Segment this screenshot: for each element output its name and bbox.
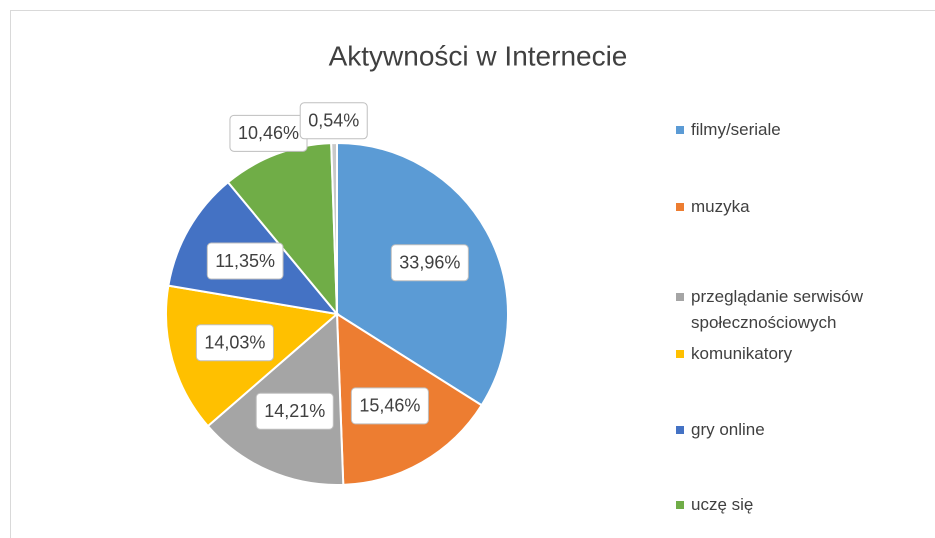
legend-swatch [676,293,684,301]
legend-swatch [676,126,684,134]
data-label-box [350,387,429,425]
data-label: 11,35% [215,251,275,271]
legend-item: filmy/seriale [676,117,916,143]
pie-slice [330,141,338,315]
data-label: 0,54% [308,111,359,131]
legend-swatch [676,203,684,211]
legend-item: muzyka [676,194,916,220]
pie-slice [226,142,339,317]
data-label: 14,03% [204,332,265,352]
data-label-box [255,392,334,430]
legend-item: przeglądanie serwisów społecznościowych [676,284,916,336]
legend-item: komunikatory [676,341,916,367]
legend-swatch [676,501,684,509]
chart-border [10,10,935,538]
chart-title: Aktywności w Internecie [329,40,628,71]
data-label-box [390,244,469,282]
legend-label: muzyka [691,197,750,216]
legend-label: komunikatory [691,344,793,363]
legend-label: uczę się [691,495,754,514]
legend-swatch [676,350,684,358]
data-label: 15,46% [359,396,420,416]
data-label-box [299,102,368,140]
legend-swatch [676,426,684,434]
data-label: 10,46% [238,123,299,143]
data-label: 14,21% [264,401,325,421]
data-label-box [206,242,284,280]
legend-item: uczę się [676,492,916,518]
legend-item: gry online [676,417,916,443]
legend-label: przeglądanie serwisów społecznościowych [691,287,863,332]
legend-label: gry online [691,420,765,439]
data-label: 33,96% [399,253,460,273]
legend-label: filmy/seriale [691,120,781,139]
data-label-box [195,324,274,362]
